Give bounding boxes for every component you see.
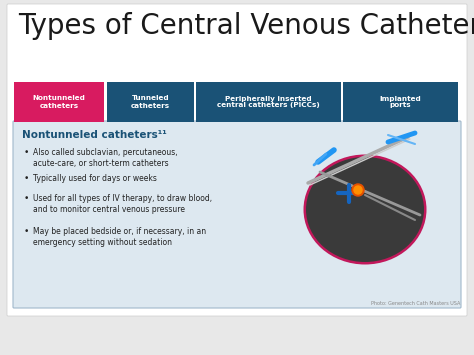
Ellipse shape — [306, 157, 424, 262]
Text: Nontunneled catheters¹¹: Nontunneled catheters¹¹ — [22, 130, 167, 140]
Text: •: • — [24, 227, 29, 236]
Text: Also called subclavian, percutaneous,
acute-care, or short-term catheters: Also called subclavian, percutaneous, ac… — [33, 148, 178, 169]
Text: Typically used for days or weeks: Typically used for days or weeks — [33, 174, 157, 183]
FancyBboxPatch shape — [196, 82, 341, 122]
Text: Tunneled
catheters: Tunneled catheters — [131, 95, 170, 109]
FancyBboxPatch shape — [14, 82, 104, 122]
Text: Nontunneled
catheters: Nontunneled catheters — [33, 95, 85, 109]
Text: Photo: Genentech Cath Masters USA: Photo: Genentech Cath Masters USA — [371, 301, 460, 306]
FancyBboxPatch shape — [107, 82, 194, 122]
Text: •: • — [24, 174, 29, 183]
Circle shape — [354, 186, 362, 194]
Text: Used for all types of IV therapy, to draw blood,
and to monitor central venous p: Used for all types of IV therapy, to dra… — [33, 194, 212, 214]
FancyBboxPatch shape — [343, 82, 458, 122]
Ellipse shape — [303, 154, 427, 264]
Text: Types of Central Venous Catheters: Types of Central Venous Catheters — [18, 12, 474, 40]
FancyBboxPatch shape — [13, 121, 461, 308]
Text: •: • — [24, 148, 29, 157]
Text: Implanted
ports: Implanted ports — [380, 95, 421, 109]
Text: •: • — [24, 194, 29, 203]
Text: Peripherally inserted
central catheters (PICCs): Peripherally inserted central catheters … — [217, 95, 320, 109]
Circle shape — [352, 184, 364, 196]
Text: May be placed bedside or, if necessary, in an
emergency setting without sedation: May be placed bedside or, if necessary, … — [33, 227, 206, 247]
FancyBboxPatch shape — [7, 4, 467, 316]
